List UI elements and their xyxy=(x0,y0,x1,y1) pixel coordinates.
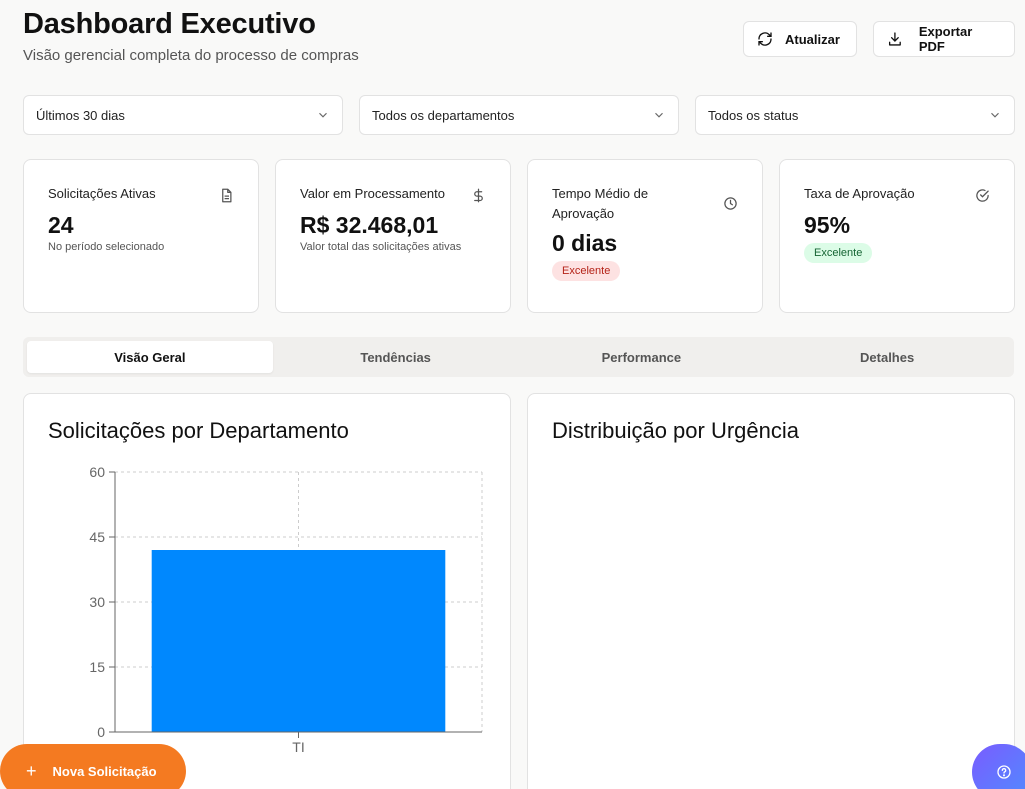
x-tick-label: TI xyxy=(292,739,304,755)
page-header: Dashboard Executivo Visão gerencial comp… xyxy=(23,8,359,64)
kpi-card-avg-approval-time: Tempo Médio de Aprovação 0 dias Excelent… xyxy=(527,159,763,313)
department-chart-panel: Solicitações por Departamento TI 0 15 30 45 6… xyxy=(23,393,511,789)
department-value: Todos os departamentos xyxy=(372,107,515,123)
document-icon xyxy=(222,188,232,203)
clock-icon xyxy=(724,197,737,210)
status-select[interactable]: Todos os status xyxy=(695,95,1015,135)
refresh-button[interactable]: Atualizar xyxy=(743,21,857,57)
refresh-label: Atualizar xyxy=(785,31,840,47)
tab-trends[interactable]: Tendências xyxy=(360,349,431,365)
card-title: Taxa de Aprovação xyxy=(804,186,915,201)
chevron-down-icon xyxy=(655,112,663,118)
card-title: Solicitações Ativas xyxy=(48,186,156,201)
period-select[interactable]: Últimos 30 dias xyxy=(23,95,343,135)
help-icon xyxy=(997,765,1011,779)
card-value: 95% xyxy=(804,212,851,238)
plus-icon: + xyxy=(26,760,37,781)
kpi-card-processing-value: Valor em Processamento R$ 32.468,01 Valo… xyxy=(275,159,511,313)
chart-bar xyxy=(151,550,446,732)
check-circle-icon xyxy=(976,189,989,202)
period-value: Últimos 30 dias xyxy=(36,107,125,123)
tab-performance[interactable]: Performance xyxy=(601,349,682,365)
chevron-down-icon xyxy=(991,112,999,118)
urgency-chart-panel: Distribuição por Urgência xyxy=(527,393,1015,789)
status-value: Todos os status xyxy=(708,107,799,123)
new-request-button[interactable]: + Nova Solicitação xyxy=(0,744,186,789)
y-tick-label: 30 xyxy=(89,594,105,610)
new-request-label: Nova Solicitação xyxy=(52,763,157,779)
dollar-icon xyxy=(474,188,483,203)
y-tick-label: 15 xyxy=(89,659,105,675)
status-badge: Excelente xyxy=(804,243,873,263)
card-note: No período selecionado xyxy=(48,241,165,253)
download-icon xyxy=(888,32,901,46)
y-tick-label: 45 xyxy=(89,529,105,545)
status-badge: Excelente xyxy=(552,261,621,281)
view-tabs: Visão Geral Tendências Performance Detal… xyxy=(23,337,1014,377)
card-note: Valor total das solicitações ativas xyxy=(300,241,462,253)
refresh-icon xyxy=(758,32,772,46)
page-subtitle: Visão gerencial completa do processo de … xyxy=(23,47,359,64)
kpi-card-active-requests: Solicitações Ativas 24 No período seleci… xyxy=(23,159,259,313)
page-title: Dashboard Executivo xyxy=(23,8,316,40)
help-button[interactable] xyxy=(972,744,1025,789)
department-select[interactable]: Todos os departamentos xyxy=(359,95,679,135)
card-value: R$ 32.468,01 xyxy=(300,212,439,238)
card-title: Valor em Processamento xyxy=(300,186,445,201)
card-value: 24 xyxy=(48,212,74,238)
export-pdf-button[interactable]: Exportar PDF xyxy=(873,21,1015,57)
chevron-down-icon xyxy=(319,112,327,118)
y-tick-label: 0 xyxy=(97,724,105,740)
y-tick-label: 60 xyxy=(89,464,105,480)
panel-title: Distribuição por Urgência xyxy=(552,418,799,443)
tab-details[interactable]: Detalhes xyxy=(860,349,915,365)
kpi-card-approval-rate: Taxa de Aprovação 95% Excelente xyxy=(779,159,1015,313)
card-value: 0 dias xyxy=(552,230,618,256)
export-label: Exportar PDF xyxy=(918,24,973,54)
panel-title: Solicitações por Departamento xyxy=(48,418,349,443)
department-bar-chart: TI 0 15 30 45 60 xyxy=(89,464,483,755)
tab-overview[interactable]: Visão Geral xyxy=(27,341,273,373)
card-title: Tempo Médio de Aprovação xyxy=(552,186,649,221)
